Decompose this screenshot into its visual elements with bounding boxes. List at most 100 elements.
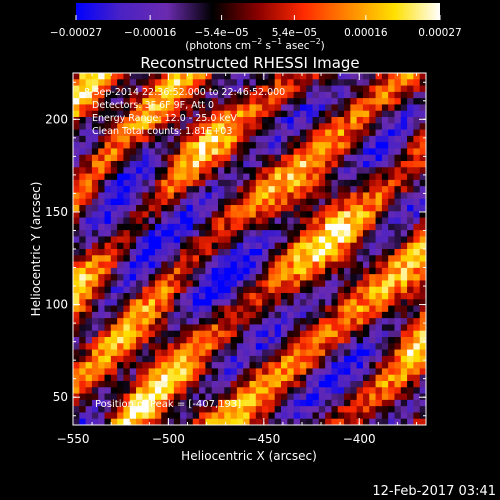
heatmap-cell — [306, 393, 313, 401]
heatmap-cell — [173, 355, 181, 363]
heatmap-cell — [344, 274, 351, 281]
heatmap-cell — [104, 355, 112, 363]
heatmap-cell — [281, 73, 288, 80]
heatmap-cell — [281, 368, 288, 376]
heatmap-cell — [129, 223, 137, 231]
heatmap-cell — [337, 223, 345, 231]
heatmap-cell — [73, 205, 80, 212]
heatmap-cell — [217, 154, 225, 162]
heatmap-cell — [186, 280, 194, 288]
heatmap-cell — [394, 110, 402, 118]
heatmap-cell — [85, 274, 93, 281]
heatmap-cell — [91, 135, 99, 143]
heatmap-cell — [123, 362, 131, 369]
heatmap-cell — [217, 337, 225, 344]
heatmap-cell — [199, 286, 206, 294]
heatmap-cell — [148, 368, 156, 376]
heatmap-cell — [287, 305, 295, 313]
heatmap-cell — [123, 205, 131, 212]
heatmap-cell — [142, 374, 150, 382]
heatmap-cell — [293, 374, 301, 382]
heatmap-cell — [91, 79, 99, 86]
heatmap-cell — [274, 418, 282, 425]
heatmap-cell — [413, 192, 421, 200]
heatmap-cell — [154, 299, 162, 306]
heatmap-cell — [148, 129, 156, 137]
heatmap-cell — [123, 406, 131, 413]
heatmap-cell — [331, 129, 339, 137]
heatmap-cell — [299, 104, 307, 112]
heatmap-cell — [230, 104, 238, 112]
heatmap-cell — [325, 242, 332, 250]
heatmap-cell — [199, 148, 206, 156]
heatmap-cell — [362, 249, 370, 256]
heatmap-cell — [306, 355, 313, 363]
heatmap-cell — [211, 387, 219, 394]
heatmap-cell — [243, 299, 250, 306]
heatmap-cell — [85, 110, 93, 118]
heatmap-cell — [85, 324, 93, 332]
heatmap-cell — [400, 406, 408, 413]
heatmap-cell — [318, 161, 326, 168]
heatmap-cell — [205, 135, 213, 143]
heatmap-cell — [91, 117, 99, 124]
heatmap-cell — [318, 406, 326, 413]
heatmap-cell — [148, 374, 156, 382]
heatmap-cell — [123, 261, 131, 269]
heatmap-cell — [211, 198, 219, 206]
heatmap-cell — [110, 299, 118, 306]
heatmap-cell — [73, 85, 80, 93]
heatmap-cell — [224, 79, 231, 86]
heatmap-cell — [129, 217, 137, 225]
heatmap-cell — [318, 387, 326, 394]
heatmap-cell — [117, 274, 124, 281]
heatmap-cell — [104, 412, 112, 420]
heatmap-cell — [243, 343, 250, 350]
heatmap-cell — [419, 255, 426, 262]
heatmap-cell — [407, 249, 414, 256]
heatmap-cell — [312, 223, 320, 231]
heatmap-cell — [167, 267, 175, 275]
heatmap-cell — [306, 104, 313, 112]
heatmap-cell — [419, 223, 426, 231]
heatmap-cell — [104, 293, 112, 300]
heatmap-cell — [154, 305, 162, 313]
heatmap-cell — [325, 142, 332, 149]
heatmap-cell — [123, 311, 131, 319]
heatmap-cell — [117, 368, 124, 376]
heatmap-cell — [407, 205, 414, 212]
heatmap-cell — [173, 211, 181, 218]
heatmap-cell — [129, 406, 137, 413]
heatmap-cell — [331, 280, 339, 288]
heatmap-cell — [117, 255, 124, 262]
heatmap-cell — [161, 381, 168, 388]
heatmap-cell — [73, 135, 80, 143]
heatmap-cell — [167, 337, 175, 344]
heatmap-cell — [104, 154, 112, 162]
heatmap-cell — [350, 179, 358, 187]
heatmap-cell — [236, 362, 244, 369]
heatmap-cell — [129, 355, 137, 363]
heatmap-cell — [255, 399, 263, 407]
heatmap-cell — [154, 343, 162, 350]
heatmap-cell — [230, 142, 238, 149]
heatmap-cell — [400, 412, 408, 420]
heatmap-cell — [211, 274, 219, 281]
heatmap-cell — [148, 255, 156, 262]
heatmap-cell — [407, 267, 414, 275]
heatmap-cell — [199, 192, 206, 200]
heatmap-cell — [268, 330, 276, 338]
heatmap-cell — [104, 192, 112, 200]
heatmap-cell — [394, 324, 402, 332]
heatmap-cell — [110, 73, 118, 80]
heatmap-cell — [167, 148, 175, 156]
heatmap-cell — [148, 418, 156, 425]
heatmap-cell — [199, 110, 206, 118]
heatmap-cell — [98, 249, 105, 256]
heatmap-cell — [154, 117, 162, 124]
heatmap-cell — [79, 217, 86, 225]
heatmap-cell — [224, 179, 231, 187]
heatmap-cell — [217, 318, 225, 325]
heatmap-cell — [274, 412, 282, 420]
heatmap-cell — [419, 299, 426, 306]
